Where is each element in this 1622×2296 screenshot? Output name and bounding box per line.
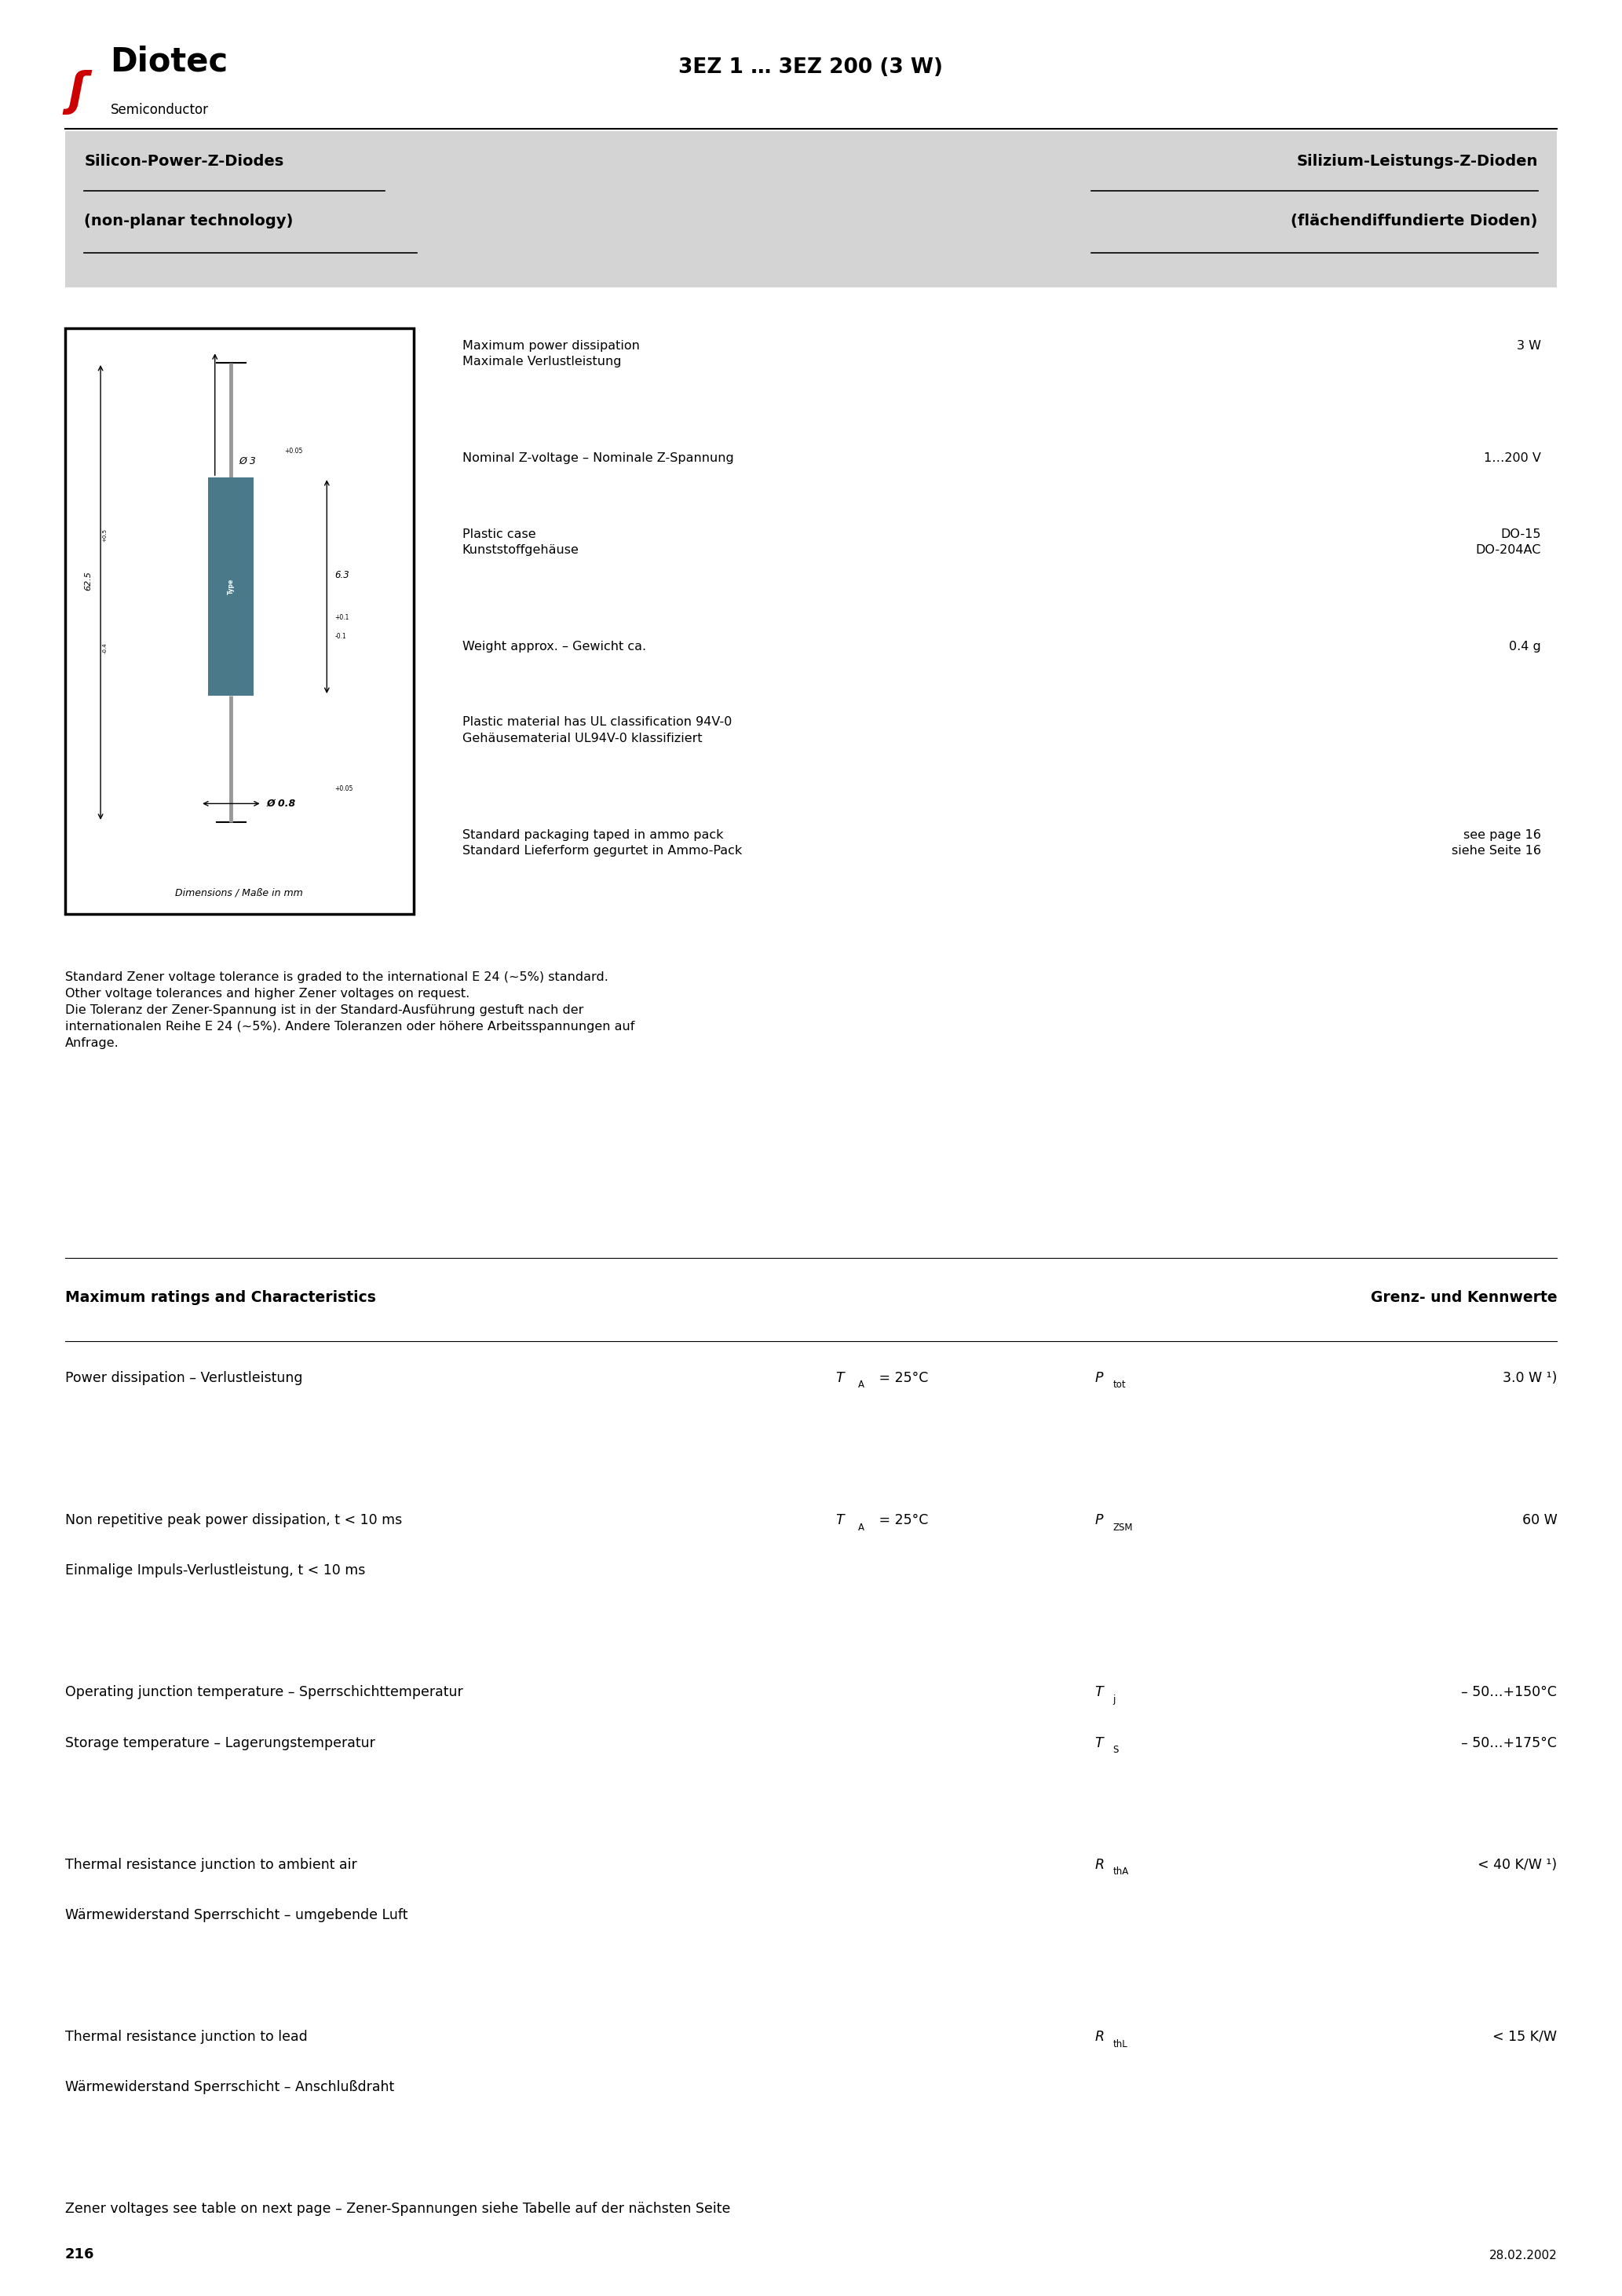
Text: Thermal resistance junction to lead: Thermal resistance junction to lead bbox=[65, 2030, 307, 2043]
Text: +0.05: +0.05 bbox=[336, 785, 354, 792]
Text: Diotec: Diotec bbox=[110, 46, 229, 78]
Text: ZSM: ZSM bbox=[1113, 1522, 1132, 1531]
Text: S: S bbox=[1113, 1745, 1119, 1754]
Text: Plastic material has UL classification 94V-0
Gehäusematerial UL94V-0 klassifizie: Plastic material has UL classification 9… bbox=[462, 716, 732, 744]
Text: Thermal resistance junction to ambient air: Thermal resistance junction to ambient a… bbox=[65, 1857, 357, 1871]
Bar bbox=[208, 478, 253, 696]
Text: R: R bbox=[1095, 1857, 1105, 1871]
Text: Nominal Z-voltage – Nominale Z-Spannung: Nominal Z-voltage – Nominale Z-Spannung bbox=[462, 452, 733, 464]
Bar bbox=[65, 328, 414, 914]
Text: Power dissipation – Verlustleistung: Power dissipation – Verlustleistung bbox=[65, 1371, 302, 1384]
Text: A: A bbox=[858, 1380, 865, 1389]
Text: DO-15
DO-204AC: DO-15 DO-204AC bbox=[1476, 528, 1541, 556]
Text: 3EZ 1 … 3EZ 200 (3 W): 3EZ 1 … 3EZ 200 (3 W) bbox=[678, 57, 944, 78]
Text: R: R bbox=[1095, 2030, 1105, 2043]
Text: Wärmewiderstand Sperrschicht – umgebende Luft: Wärmewiderstand Sperrschicht – umgebende… bbox=[65, 1908, 407, 1922]
Text: Maximum ratings and Characteristics: Maximum ratings and Characteristics bbox=[65, 1290, 376, 1304]
Text: Dimensions / Maße in mm: Dimensions / Maße in mm bbox=[175, 889, 303, 898]
Text: Type: Type bbox=[227, 579, 235, 595]
Text: 62.5: 62.5 bbox=[84, 572, 92, 590]
Text: 216: 216 bbox=[65, 2248, 94, 2262]
Text: 60 W: 60 W bbox=[1521, 1513, 1557, 1527]
Text: j: j bbox=[1113, 1694, 1116, 1704]
Text: (non-planar technology): (non-planar technology) bbox=[84, 214, 294, 227]
Text: thL: thL bbox=[1113, 2039, 1127, 2048]
Text: P: P bbox=[1095, 1371, 1103, 1384]
Text: Weight approx. – Gewicht ca.: Weight approx. – Gewicht ca. bbox=[462, 641, 646, 652]
Text: Operating junction temperature – Sperrschichttemperatur: Operating junction temperature – Sperrsc… bbox=[65, 1685, 462, 1699]
Text: 3 W: 3 W bbox=[1517, 340, 1541, 351]
Text: Grenz- und Kennwerte: Grenz- und Kennwerte bbox=[1371, 1290, 1557, 1304]
Text: (flächendiffundierte Dioden): (flächendiffundierte Dioden) bbox=[1291, 214, 1538, 227]
Text: 6.3: 6.3 bbox=[336, 569, 350, 581]
Text: tot: tot bbox=[1113, 1380, 1126, 1389]
Text: Standard Zener voltage tolerance is graded to the international E 24 (~5%) stand: Standard Zener voltage tolerance is grad… bbox=[65, 971, 634, 1049]
Text: +0.05: +0.05 bbox=[285, 448, 303, 455]
Text: 3.0 W ¹): 3.0 W ¹) bbox=[1502, 1371, 1557, 1384]
Text: Non repetitive peak power dissipation, t < 10 ms: Non repetitive peak power dissipation, t… bbox=[65, 1513, 402, 1527]
Text: Plastic case
Kunststoffgehäuse: Plastic case Kunststoffgehäuse bbox=[462, 528, 579, 556]
Text: Maximum power dissipation
Maximale Verlustleistung: Maximum power dissipation Maximale Verlu… bbox=[462, 340, 639, 367]
Bar bbox=[65, 131, 1557, 287]
Text: Storage temperature – Lagerungstemperatur: Storage temperature – Lagerungstemperatu… bbox=[65, 1736, 375, 1750]
Text: Ø 3: Ø 3 bbox=[240, 457, 256, 466]
Text: 0.4 g: 0.4 g bbox=[1508, 641, 1541, 652]
Text: T: T bbox=[1095, 1736, 1103, 1750]
Text: T: T bbox=[835, 1513, 843, 1527]
Text: T: T bbox=[1095, 1685, 1103, 1699]
Text: 1…200 V: 1…200 V bbox=[1484, 452, 1541, 464]
Text: = 25°C: = 25°C bbox=[874, 1371, 928, 1384]
Text: Wärmewiderstand Sperrschicht – Anschlußdraht: Wärmewiderstand Sperrschicht – Anschlußd… bbox=[65, 2080, 394, 2094]
Text: +0.1: +0.1 bbox=[336, 615, 349, 622]
Text: see page 16
siehe Seite 16: see page 16 siehe Seite 16 bbox=[1452, 829, 1541, 856]
Text: ʃ: ʃ bbox=[68, 71, 88, 115]
Text: Ø 0.8: Ø 0.8 bbox=[266, 799, 297, 808]
Text: = 25°C: = 25°C bbox=[874, 1513, 928, 1527]
Text: A: A bbox=[858, 1522, 865, 1531]
Text: – 50…+175°C: – 50…+175°C bbox=[1461, 1736, 1557, 1750]
Text: Einmalige Impuls-Verlustleistung, t < 10 ms: Einmalige Impuls-Verlustleistung, t < 10… bbox=[65, 1564, 365, 1577]
Text: – 50…+150°C: – 50…+150°C bbox=[1461, 1685, 1557, 1699]
Text: -0.1: -0.1 bbox=[336, 631, 347, 641]
Text: T: T bbox=[835, 1371, 843, 1384]
Text: -0.4: -0.4 bbox=[102, 643, 107, 654]
Text: Zener voltages see table on next page – Zener-Spannungen siehe Tabelle auf der n: Zener voltages see table on next page – … bbox=[65, 2202, 730, 2216]
Text: Silizium-Leistungs-Z-Dioden: Silizium-Leistungs-Z-Dioden bbox=[1296, 154, 1538, 168]
Text: thA: thA bbox=[1113, 1867, 1129, 1876]
Text: P: P bbox=[1095, 1513, 1103, 1527]
Text: Standard packaging taped in ammo pack
Standard Lieferform gegurtet in Ammo-Pack: Standard packaging taped in ammo pack St… bbox=[462, 829, 741, 856]
Text: 28.02.2002: 28.02.2002 bbox=[1489, 2250, 1557, 2262]
Text: < 40 K/W ¹): < 40 K/W ¹) bbox=[1478, 1857, 1557, 1871]
Text: Semiconductor: Semiconductor bbox=[110, 103, 209, 117]
Text: +0.5: +0.5 bbox=[102, 528, 107, 542]
Text: < 15 K/W: < 15 K/W bbox=[1492, 2030, 1557, 2043]
Text: Silicon-Power-Z-Diodes: Silicon-Power-Z-Diodes bbox=[84, 154, 284, 168]
